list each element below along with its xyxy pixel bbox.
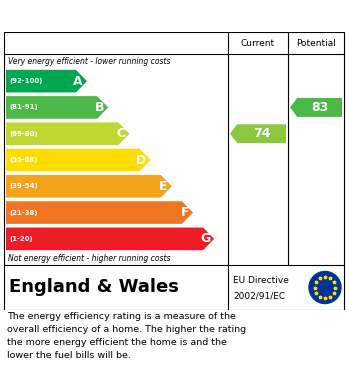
Text: (1-20): (1-20) bbox=[9, 236, 33, 242]
Polygon shape bbox=[6, 70, 87, 92]
Text: EU Directive: EU Directive bbox=[233, 276, 289, 285]
Text: A: A bbox=[73, 75, 83, 88]
Text: (81-91): (81-91) bbox=[9, 104, 38, 110]
Text: The energy efficiency rating is a measure of the
overall efficiency of a home. T: The energy efficiency rating is a measur… bbox=[7, 312, 246, 360]
Text: (92-100): (92-100) bbox=[9, 78, 42, 84]
Text: Energy Efficiency Rating: Energy Efficiency Rating bbox=[14, 9, 235, 23]
Polygon shape bbox=[6, 175, 172, 197]
Text: Current: Current bbox=[241, 38, 275, 47]
Text: (21-38): (21-38) bbox=[9, 210, 38, 215]
Text: 74: 74 bbox=[253, 127, 270, 140]
Polygon shape bbox=[230, 124, 286, 143]
Text: 2002/91/EC: 2002/91/EC bbox=[233, 291, 285, 300]
Text: C: C bbox=[116, 127, 125, 140]
Polygon shape bbox=[6, 149, 151, 171]
Polygon shape bbox=[6, 228, 214, 250]
Text: D: D bbox=[136, 154, 147, 167]
Text: (69-80): (69-80) bbox=[9, 131, 38, 137]
Text: B: B bbox=[95, 101, 104, 114]
Text: 83: 83 bbox=[311, 101, 328, 114]
Text: (55-68): (55-68) bbox=[9, 157, 37, 163]
Text: E: E bbox=[159, 180, 168, 193]
Polygon shape bbox=[6, 122, 129, 145]
Text: Potential: Potential bbox=[296, 38, 336, 47]
Text: F: F bbox=[181, 206, 189, 219]
Polygon shape bbox=[290, 98, 342, 117]
Text: Very energy efficient - lower running costs: Very energy efficient - lower running co… bbox=[8, 57, 171, 66]
Circle shape bbox=[309, 271, 341, 303]
Text: England & Wales: England & Wales bbox=[9, 278, 179, 296]
Polygon shape bbox=[6, 96, 108, 119]
Text: (39-54): (39-54) bbox=[9, 183, 38, 189]
Text: Not energy efficient - higher running costs: Not energy efficient - higher running co… bbox=[8, 254, 171, 263]
Polygon shape bbox=[6, 201, 193, 224]
Text: G: G bbox=[200, 232, 210, 246]
